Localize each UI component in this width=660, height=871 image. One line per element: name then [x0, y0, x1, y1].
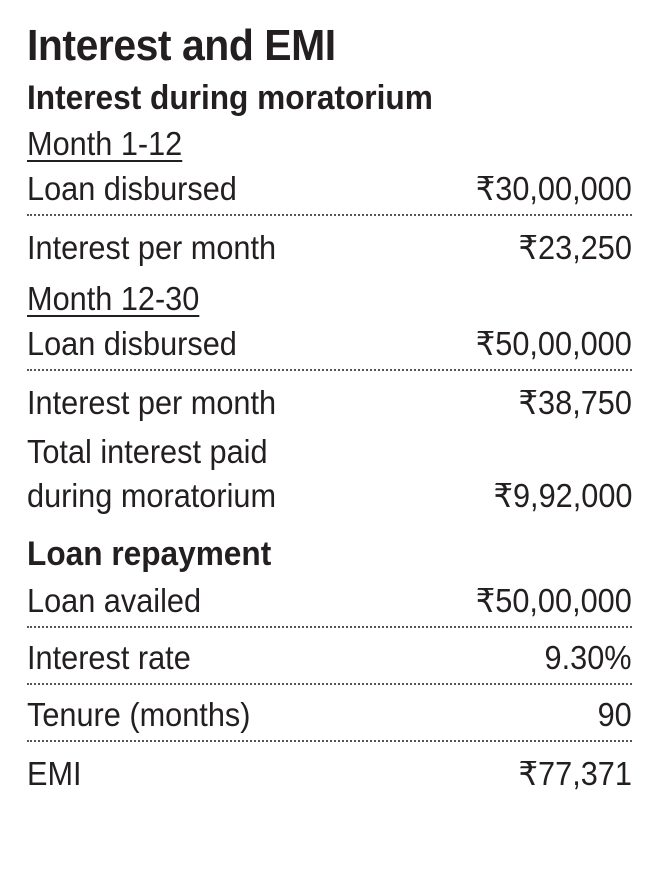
row-value: ₹50,00,000 [475, 582, 632, 619]
emi-row: EMI ₹77,371 [27, 742, 632, 799]
row-label: Total interest paid during moratorium [27, 433, 277, 514]
row-value: ₹9,92,000 [493, 477, 632, 514]
row-value: ₹38,750 [518, 384, 632, 421]
period-2-block: Month 12-30 Loan disbursed ₹50,00,000 In… [27, 277, 632, 524]
row-value: ₹30,00,000 [475, 170, 632, 207]
period-2-interest-row: Interest per month ₹38,750 [27, 371, 632, 428]
repayment-block: Loan availed ₹50,00,000 Interest rate 9.… [27, 578, 632, 799]
period-2-loan-row: Loan disbursed ₹50,00,000 [27, 321, 632, 371]
moratorium-heading: Interest during moratorium [27, 79, 433, 117]
row-value: 9.30% [544, 639, 632, 676]
period-1-loan-row: Loan disbursed ₹30,00,000 [27, 166, 632, 216]
row-label: Loan disbursed [27, 170, 237, 207]
row-label: Loan availed [27, 582, 202, 619]
page-title: Interest and EMI [27, 21, 336, 70]
interest-rate-row: Interest rate 9.30% [27, 628, 632, 685]
period-1-interest-row: Interest per month ₹23,250 [27, 216, 632, 273]
period-1-block: Month 1-12 Loan disbursed ₹30,00,000 Int… [27, 122, 632, 273]
row-label: Interest per month [27, 229, 277, 266]
period-1-heading: Month 1-12 [27, 125, 183, 162]
repayment-heading: Loan repayment [27, 535, 272, 573]
row-label: Interest rate [27, 639, 191, 676]
row-value: ₹23,250 [518, 229, 632, 266]
row-value: ₹50,00,000 [475, 325, 632, 362]
loan-availed-row: Loan availed ₹50,00,000 [27, 578, 632, 628]
row-label: Loan disbursed [27, 325, 237, 362]
period-2-heading: Month 12-30 [27, 280, 200, 317]
total-interest-row: Total interest paid during moratorium ₹9… [27, 428, 632, 524]
row-value: 90 [597, 696, 632, 733]
row-label: Interest per month [27, 384, 277, 421]
row-label: Tenure (months) [27, 696, 251, 733]
row-value: ₹77,371 [518, 755, 632, 792]
tenure-row: Tenure (months) 90 [27, 685, 632, 742]
row-label: EMI [27, 755, 82, 792]
